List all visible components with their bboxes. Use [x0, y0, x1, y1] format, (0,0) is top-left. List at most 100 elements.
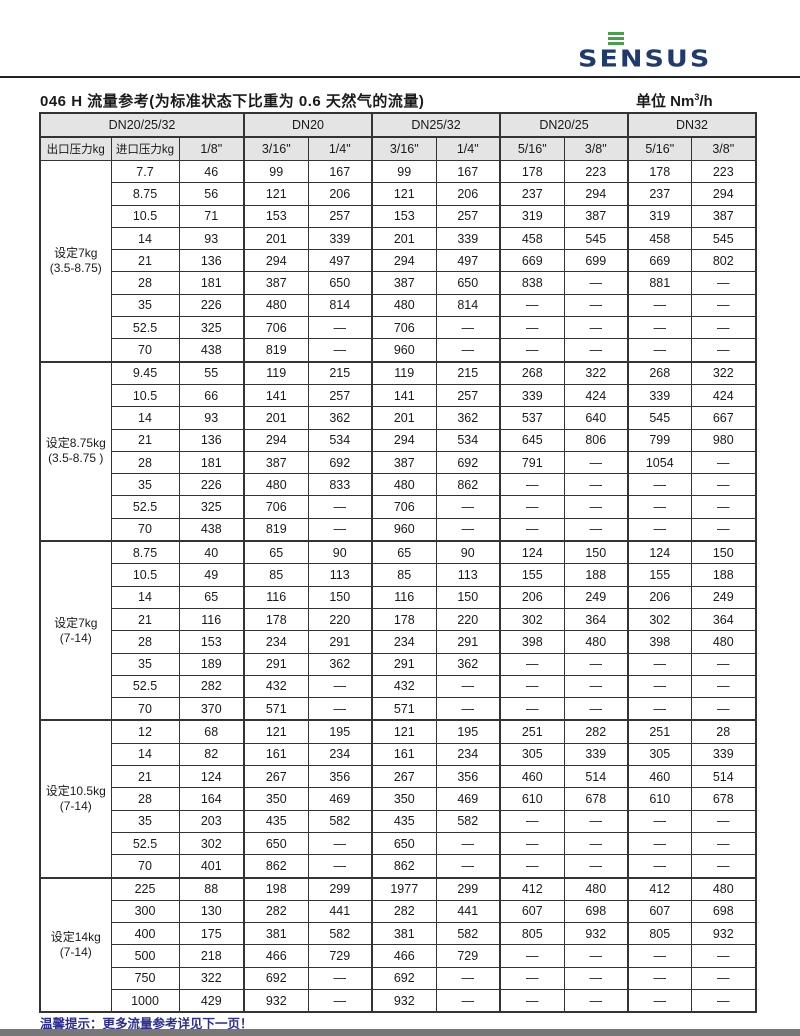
- flow-cell: —: [690, 517, 757, 542]
- flow-cell: 387: [690, 204, 757, 228]
- table-row: 70 370 571—571— — — — —: [40, 697, 757, 721]
- flow-cell: —: [307, 697, 373, 721]
- flow-cell: 381: [371, 922, 437, 946]
- flow-cell: 161: [243, 742, 309, 767]
- flow-cell: 153: [243, 204, 309, 228]
- group-label: 设定7kg: [54, 615, 98, 630]
- flow-cell: 121: [371, 182, 437, 206]
- flow-cell: 799: [627, 428, 692, 452]
- flow-cell: 119: [243, 360, 309, 385]
- flow-cell: 319: [627, 204, 692, 228]
- column-header: 进口压力kg: [110, 136, 180, 161]
- inlet-pressure-cell: 21: [110, 607, 180, 632]
- flow-cell: 319: [499, 204, 565, 228]
- flow-cell: 188: [563, 563, 629, 587]
- table-row: 28 153 234 291 234 291 398 480 398 480: [40, 630, 757, 654]
- flow-cell: 387: [371, 450, 437, 475]
- flow-cell: 71: [178, 204, 245, 228]
- flow-cell: —: [499, 495, 565, 519]
- flow-cell: 699: [563, 249, 629, 273]
- header-rule: [0, 76, 800, 78]
- table-row: 21 136 294 497 294 497 669 699 669 802: [40, 249, 757, 273]
- flow-cell: —: [435, 517, 501, 542]
- flow-cell: 249: [690, 585, 757, 609]
- flow-cell: 188: [690, 563, 757, 587]
- flow-cell: 178: [243, 607, 309, 632]
- flow-cell: 113: [307, 563, 373, 587]
- flow-cell: 692: [371, 966, 437, 990]
- table-row: 35 189 291 362 291 362— — — —: [40, 652, 757, 676]
- flow-cell: 692: [243, 966, 309, 990]
- flow-cell: 537: [499, 406, 565, 430]
- flow-cell: —: [563, 944, 629, 968]
- flow-cell: —: [435, 316, 501, 340]
- flow-cell: 198: [243, 876, 309, 901]
- inlet-pressure-cell: 70: [110, 338, 180, 363]
- column-header: 3/16": [371, 136, 437, 161]
- flow-cell: 294: [371, 428, 437, 452]
- unit-sup: 3: [694, 92, 700, 102]
- flow-cell: 237: [627, 182, 692, 206]
- flow-cell: 291: [371, 652, 437, 676]
- flow-cell: 215: [307, 360, 373, 385]
- flow-cell: 150: [307, 585, 373, 609]
- flow-cell: —: [627, 495, 692, 519]
- table-row: 28 164 350 469 350 469 610 678 610 678: [40, 787, 757, 811]
- flow-cell: 370: [178, 697, 245, 721]
- flow-cell: 153: [178, 630, 245, 654]
- flow-cell: 432: [243, 674, 309, 699]
- flow-cell: —: [307, 674, 373, 699]
- column-header: 3/16": [243, 136, 309, 161]
- logo-bars-icon: [608, 32, 624, 47]
- flow-cell: 438: [178, 338, 245, 363]
- flow-cell: 356: [435, 765, 501, 789]
- flow-cell: 150: [563, 540, 629, 565]
- flow-cell: 480: [690, 630, 757, 654]
- flow-cell: 257: [307, 204, 373, 228]
- flow-cell: 237: [499, 182, 565, 206]
- header-group: DN20/25/32: [39, 112, 245, 138]
- inlet-pressure-cell: 21: [110, 428, 180, 452]
- flow-cell: 814: [307, 293, 373, 318]
- flow-cell: 466: [243, 944, 309, 968]
- table-row: 70 438 819—960— — — — —: [40, 517, 757, 542]
- flow-cell: 458: [499, 226, 565, 251]
- inlet-pressure-cell: 35: [110, 652, 180, 676]
- flow-cell: 82: [178, 742, 245, 767]
- flow-cell: 294: [243, 428, 309, 452]
- table-row: 14 82 161 234 161 234 305 339 305 339: [40, 742, 757, 767]
- flow-cell: 181: [178, 271, 245, 295]
- inlet-pressure-cell: 52.5: [110, 674, 180, 699]
- flow-cell: 93: [178, 226, 245, 251]
- flow-cell: —: [627, 966, 692, 990]
- flow-cell: 350: [243, 787, 309, 811]
- flow-cell: —: [307, 988, 373, 1013]
- flow-cell: 669: [627, 249, 692, 273]
- flow-cell: 534: [307, 428, 373, 452]
- inlet-pressure-cell: 35: [110, 473, 180, 497]
- flow-cell: 1054: [627, 450, 692, 475]
- flow-cell: 401: [178, 854, 245, 878]
- flow-cell: —: [690, 988, 757, 1013]
- inlet-pressure-cell: 70: [110, 697, 180, 721]
- flow-cell: 441: [435, 899, 501, 924]
- flow-cell: 282: [563, 719, 629, 744]
- flow-cell: —: [690, 652, 757, 676]
- group-range: (7-14): [59, 944, 92, 959]
- flow-cell: —: [563, 495, 629, 519]
- flow-cell: 706: [243, 316, 309, 340]
- flow-cell: 215: [435, 360, 501, 385]
- flow-cell: 56: [178, 182, 245, 206]
- unit-text: 单位 Nm: [636, 93, 695, 110]
- flow-cell: —: [435, 495, 501, 519]
- flow-cell: 729: [307, 944, 373, 968]
- flow-cell: 932: [371, 988, 437, 1013]
- flow-cell: 458: [627, 226, 692, 251]
- flow-cell: 291: [435, 630, 501, 654]
- flow-cell: —: [307, 854, 373, 878]
- flow-cell: 206: [435, 182, 501, 206]
- flow-cell: 116: [243, 585, 309, 609]
- outlet-pressure-group: 设定7kg (3.5-8.75): [39, 159, 112, 363]
- flow-cell: —: [690, 450, 757, 475]
- group-label: 设定10.5kg: [45, 783, 106, 798]
